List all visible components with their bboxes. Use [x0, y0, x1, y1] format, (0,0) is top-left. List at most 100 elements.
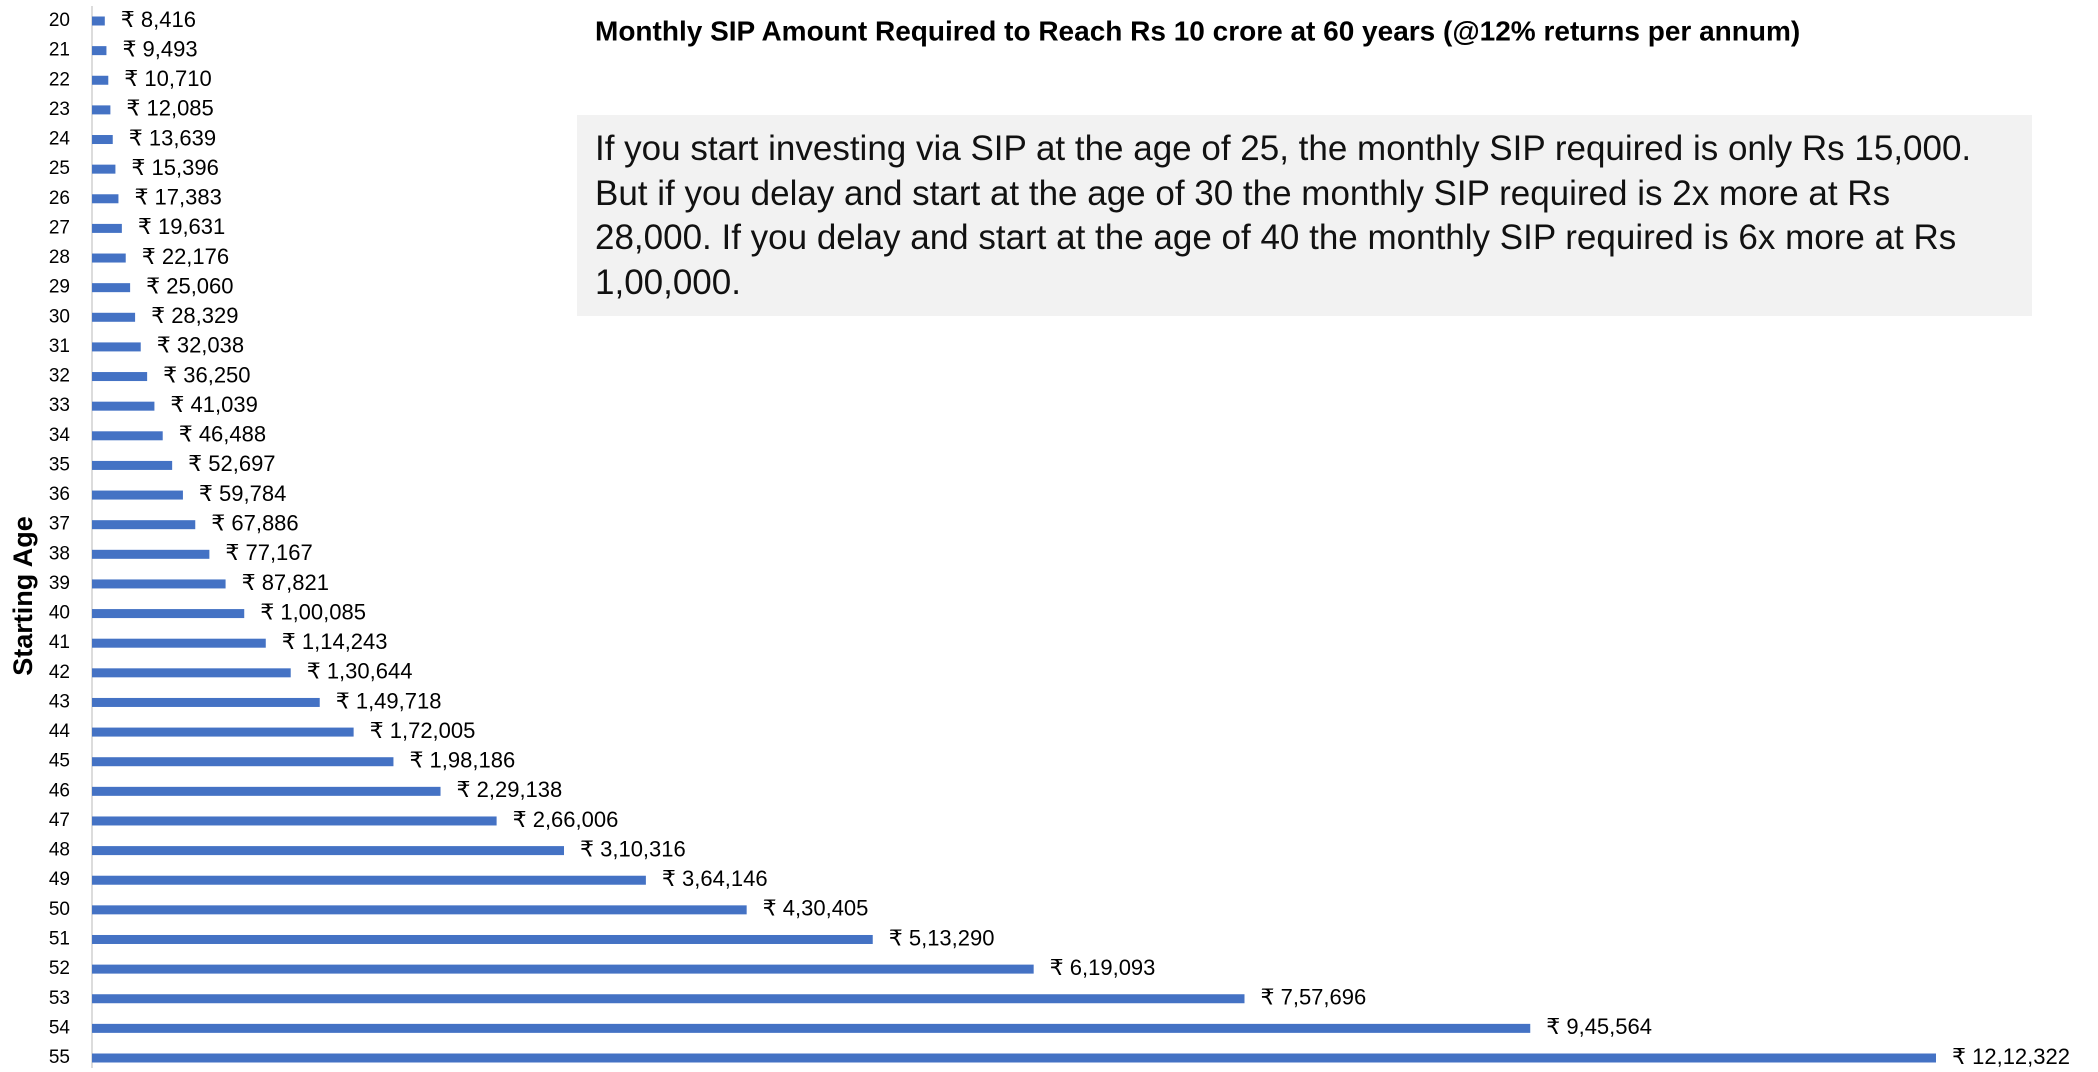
y-tick-label: 54: [49, 1017, 71, 1038]
bar: [92, 105, 111, 115]
data-label: ₹ 7,57,696: [1260, 985, 1366, 1010]
bar: [92, 816, 497, 826]
bar: [92, 1023, 1531, 1033]
y-tick-label: 52: [49, 958, 70, 979]
y-tick-label: 41: [49, 632, 70, 653]
y-tick-label: 40: [49, 603, 70, 624]
data-label: ₹ 5,13,290: [889, 925, 995, 950]
data-label: ₹ 25,060: [146, 273, 233, 298]
bar: [92, 75, 109, 85]
bar: [92, 520, 196, 530]
bar: [92, 757, 394, 767]
y-tick-label: 49: [49, 869, 70, 890]
data-label: ₹ 32,038: [157, 333, 244, 358]
y-tick-label: 21: [49, 40, 70, 61]
bar: [92, 253, 126, 263]
y-tick-label: 39: [49, 573, 70, 594]
bar: [92, 846, 565, 856]
data-label: ₹ 2,29,138: [457, 777, 563, 802]
bar: [92, 549, 210, 559]
data-label: ₹ 6,19,093: [1050, 955, 1156, 980]
bar: [92, 490, 183, 500]
y-tick-label: 47: [49, 810, 70, 831]
data-label: ₹ 1,30,644: [307, 659, 413, 684]
data-label: ₹ 36,250: [163, 362, 250, 387]
y-tick-label: 50: [49, 899, 70, 920]
y-tick-label: 30: [49, 306, 70, 327]
data-label: ₹ 67,886: [211, 510, 298, 535]
data-label: ₹ 12,085: [126, 96, 213, 121]
y-tick-label: 28: [49, 247, 70, 268]
y-tick-label: 44: [49, 721, 71, 742]
data-label: ₹ 59,784: [199, 481, 286, 506]
bar: [92, 223, 122, 233]
data-label: ₹ 2,66,006: [513, 807, 619, 832]
y-tick-label: 34: [49, 425, 71, 446]
y-tick-label: 43: [49, 691, 70, 712]
data-label: ₹ 1,14,243: [282, 629, 388, 654]
data-label: ₹ 28,329: [151, 303, 238, 328]
data-label: ₹ 9,493: [122, 36, 197, 61]
bar: [92, 1053, 1936, 1063]
y-tick-label: 23: [49, 99, 70, 120]
data-label: ₹ 1,72,005: [370, 718, 476, 743]
y-tick-label: 45: [49, 751, 70, 772]
bar: [92, 401, 155, 411]
data-label: ₹ 3,10,316: [580, 836, 686, 861]
y-tick-label: 48: [49, 840, 70, 861]
y-tick-label: 25: [49, 158, 70, 179]
data-label: ₹ 4,30,405: [763, 896, 869, 921]
bar: [92, 579, 226, 589]
data-label: ₹ 87,821: [242, 570, 329, 595]
data-label: ₹ 9,45,564: [1546, 1014, 1652, 1039]
data-label: ₹ 1,49,718: [336, 688, 442, 713]
data-label: ₹ 3,64,146: [662, 866, 768, 891]
bar: [92, 16, 105, 26]
y-tick-label: 32: [49, 366, 70, 387]
y-tick-label: 51: [49, 929, 70, 950]
y-tick-label: 55: [49, 1047, 70, 1068]
bar: [92, 786, 441, 796]
data-label: ₹ 17,383: [134, 185, 221, 210]
data-label: ₹ 12,12,322: [1952, 1044, 2070, 1069]
bar: [92, 727, 354, 737]
data-label: ₹ 13,639: [129, 125, 216, 150]
bar: [92, 905, 747, 915]
bar: [92, 194, 119, 204]
chart-title: Monthly SIP Amount Required to Reach Rs …: [595, 15, 1800, 46]
y-tick-label: 35: [49, 454, 70, 475]
data-label: ₹ 52,697: [188, 451, 275, 476]
data-label: ₹ 46,488: [179, 422, 266, 447]
y-tick-label: 46: [49, 780, 70, 801]
y-tick-label: 37: [49, 514, 70, 535]
y-tick-label: 36: [49, 484, 70, 505]
bar: [92, 372, 148, 382]
data-label: ₹ 22,176: [142, 244, 229, 269]
bar: [92, 283, 131, 293]
bar: [92, 934, 873, 944]
y-tick-label: 26: [49, 188, 70, 209]
data-label: ₹ 77,167: [225, 540, 312, 565]
data-label: ₹ 15,396: [131, 155, 218, 180]
y-tick-label: 22: [49, 69, 70, 90]
bar: [92, 460, 173, 470]
y-tick-label: 38: [49, 543, 70, 564]
bar: [92, 668, 291, 678]
bar: [92, 609, 245, 619]
y-tick-label: 42: [49, 662, 70, 683]
y-tick-label: 24: [49, 129, 71, 150]
data-label: ₹ 19,631: [138, 214, 225, 239]
bar: [92, 312, 136, 322]
bar: [92, 135, 113, 145]
y-axis-label: Starting Age: [8, 516, 38, 676]
data-label: ₹ 10,710: [124, 66, 211, 91]
bar: [92, 994, 1245, 1004]
bar: [92, 164, 116, 174]
data-label: ₹ 8,416: [121, 7, 196, 32]
bar: [92, 46, 107, 56]
bar: [92, 431, 163, 441]
data-label: ₹ 41,039: [170, 392, 257, 417]
bar: [92, 964, 1034, 974]
